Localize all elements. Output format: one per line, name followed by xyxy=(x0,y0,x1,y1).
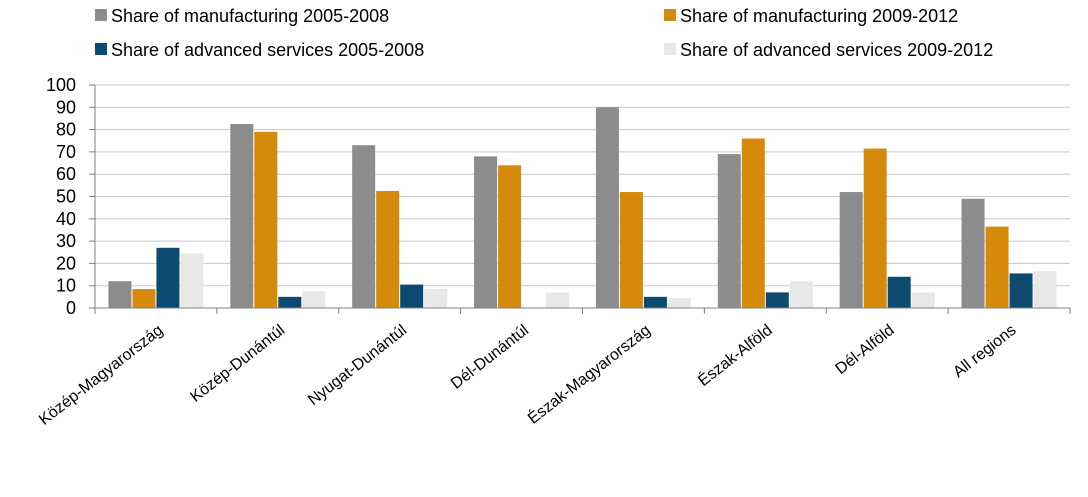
bar xyxy=(400,284,424,308)
x-tick-label: Dél-Alföld xyxy=(833,322,898,378)
y-tick-label: 0 xyxy=(66,298,76,318)
bar xyxy=(619,192,643,308)
legend: Share of manufacturing 2005-2008 Share of… xyxy=(95,6,993,60)
bar xyxy=(839,192,863,308)
bar xyxy=(278,296,302,308)
x-axis: Közép-Magyarország Közép-Dunántúl Nyugat-D… xyxy=(36,307,1071,429)
y-tick-label: 80 xyxy=(56,120,76,140)
y-tick-label: 10 xyxy=(56,276,76,296)
bar xyxy=(132,289,156,308)
bar xyxy=(789,281,813,308)
bar xyxy=(863,148,887,308)
bar xyxy=(424,289,448,308)
x-tick-label: Dél-Dunántúl xyxy=(448,322,532,393)
y-tick-label: 20 xyxy=(56,253,76,273)
bar xyxy=(887,276,911,308)
bar xyxy=(1033,271,1057,308)
x-tick-label: All regions xyxy=(950,322,1019,381)
legend-label: Share of manufacturing 2009-2012 xyxy=(680,6,958,26)
x-tick-label: Észak-Magyarország xyxy=(524,320,654,427)
bar xyxy=(643,296,667,308)
bar xyxy=(230,124,254,309)
legend-swatch xyxy=(664,43,676,55)
bar xyxy=(156,247,180,308)
bar xyxy=(108,281,132,308)
legend-label: Share of advanced services 2005-2008 xyxy=(111,40,424,60)
bar xyxy=(352,145,376,308)
bar xyxy=(765,292,789,308)
y-tick-label: 40 xyxy=(56,209,76,229)
bar xyxy=(254,131,278,308)
y-tick-label: 90 xyxy=(56,97,76,117)
bar xyxy=(1009,273,1033,308)
y-tick-label: 50 xyxy=(56,187,76,207)
bar xyxy=(474,156,498,308)
bar xyxy=(180,253,204,308)
bar xyxy=(595,107,619,308)
legend-swatch xyxy=(95,43,107,55)
bars xyxy=(108,107,1057,309)
bar xyxy=(985,226,1009,308)
bar xyxy=(911,292,935,308)
bar xyxy=(741,138,765,308)
bar xyxy=(376,190,400,308)
bar xyxy=(302,291,326,308)
bar xyxy=(498,165,522,308)
x-tick-label: Közép-Dunántúl xyxy=(187,322,288,406)
bar xyxy=(717,154,741,308)
legend-swatch xyxy=(95,9,107,21)
bar xyxy=(961,198,985,308)
legend-label: Share of advanced services 2009-2012 xyxy=(680,40,993,60)
y-tick-label: 30 xyxy=(56,231,76,251)
legend-swatch xyxy=(664,9,676,21)
bar xyxy=(667,297,691,308)
x-tick-label: Közép-Magyarország xyxy=(36,322,166,429)
legend-label: Share of manufacturing 2005-2008 xyxy=(111,6,389,26)
bar xyxy=(546,292,570,308)
y-tick-label: 60 xyxy=(56,164,76,184)
y-tick-label: 100 xyxy=(46,75,76,95)
x-tick-label: Nyugat-Dunántúl xyxy=(305,322,410,409)
x-tick-label: Észak-Alföld xyxy=(694,320,776,390)
y-tick-label: 70 xyxy=(56,142,76,162)
